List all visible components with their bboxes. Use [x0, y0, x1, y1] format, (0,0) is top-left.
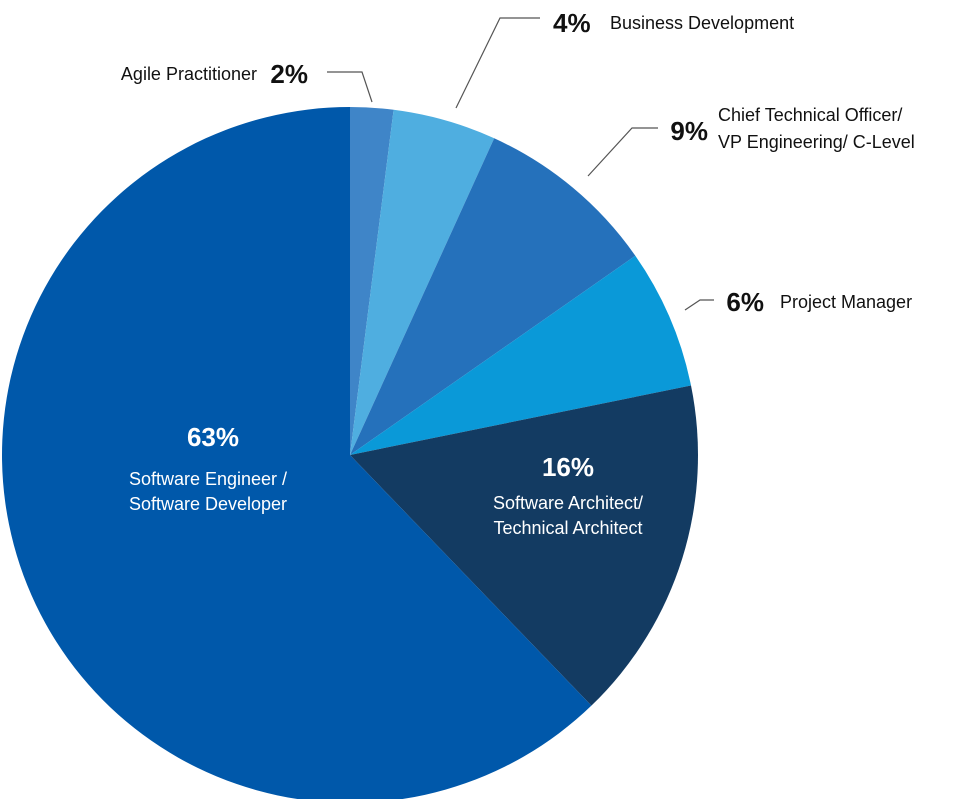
- leader-lines: [327, 17, 714, 311]
- slice-name-label: Project Manager: [780, 292, 912, 312]
- slice-percent-label: 63%: [187, 422, 239, 452]
- pie-slice-software-engineer-software-developer: [2, 107, 592, 799]
- slice-name-label: Chief Technical Officer/: [718, 105, 902, 125]
- slice-name-label: Technical Architect: [493, 518, 642, 538]
- leader-line-agile-practitioner: [327, 71, 373, 103]
- slice-name-label: Software Developer: [129, 494, 287, 514]
- leader-line-business-development: [455, 17, 540, 109]
- pie-slice-project-manager: [350, 255, 691, 455]
- pie-slices: [2, 107, 699, 799]
- pie-slice-business-development: [350, 109, 495, 456]
- slice-name-label: Agile Practitioner: [121, 64, 257, 84]
- slice-name-label: Software Architect/: [493, 493, 643, 513]
- slice-percent-label: 9%: [670, 116, 708, 146]
- slice-labels: 2% Agile Practitioner 4% Business Developme…: [121, 8, 915, 538]
- slice-percent-label: 16%: [542, 452, 594, 482]
- slice-name-label: Software Engineer /: [129, 469, 287, 489]
- pie-slice-chief-technical-officer-vp-engineering-c-level: [350, 138, 636, 455]
- pie-slice-software-architect-technical-architect: [350, 385, 699, 706]
- slice-name-label: VP Engineering/ C-Level: [718, 132, 915, 152]
- pie-slice-agile-practitioner: [350, 107, 394, 455]
- slice-percent-label: 6%: [726, 287, 764, 317]
- slice-percent-label: 2%: [270, 59, 308, 89]
- leader-line-chief-technical-officer-vp-engineering-c-level: [587, 127, 658, 177]
- leader-line-project-manager: [684, 299, 714, 311]
- slice-percent-label: 4%: [553, 8, 591, 38]
- slice-name-label: Business Development: [610, 13, 794, 33]
